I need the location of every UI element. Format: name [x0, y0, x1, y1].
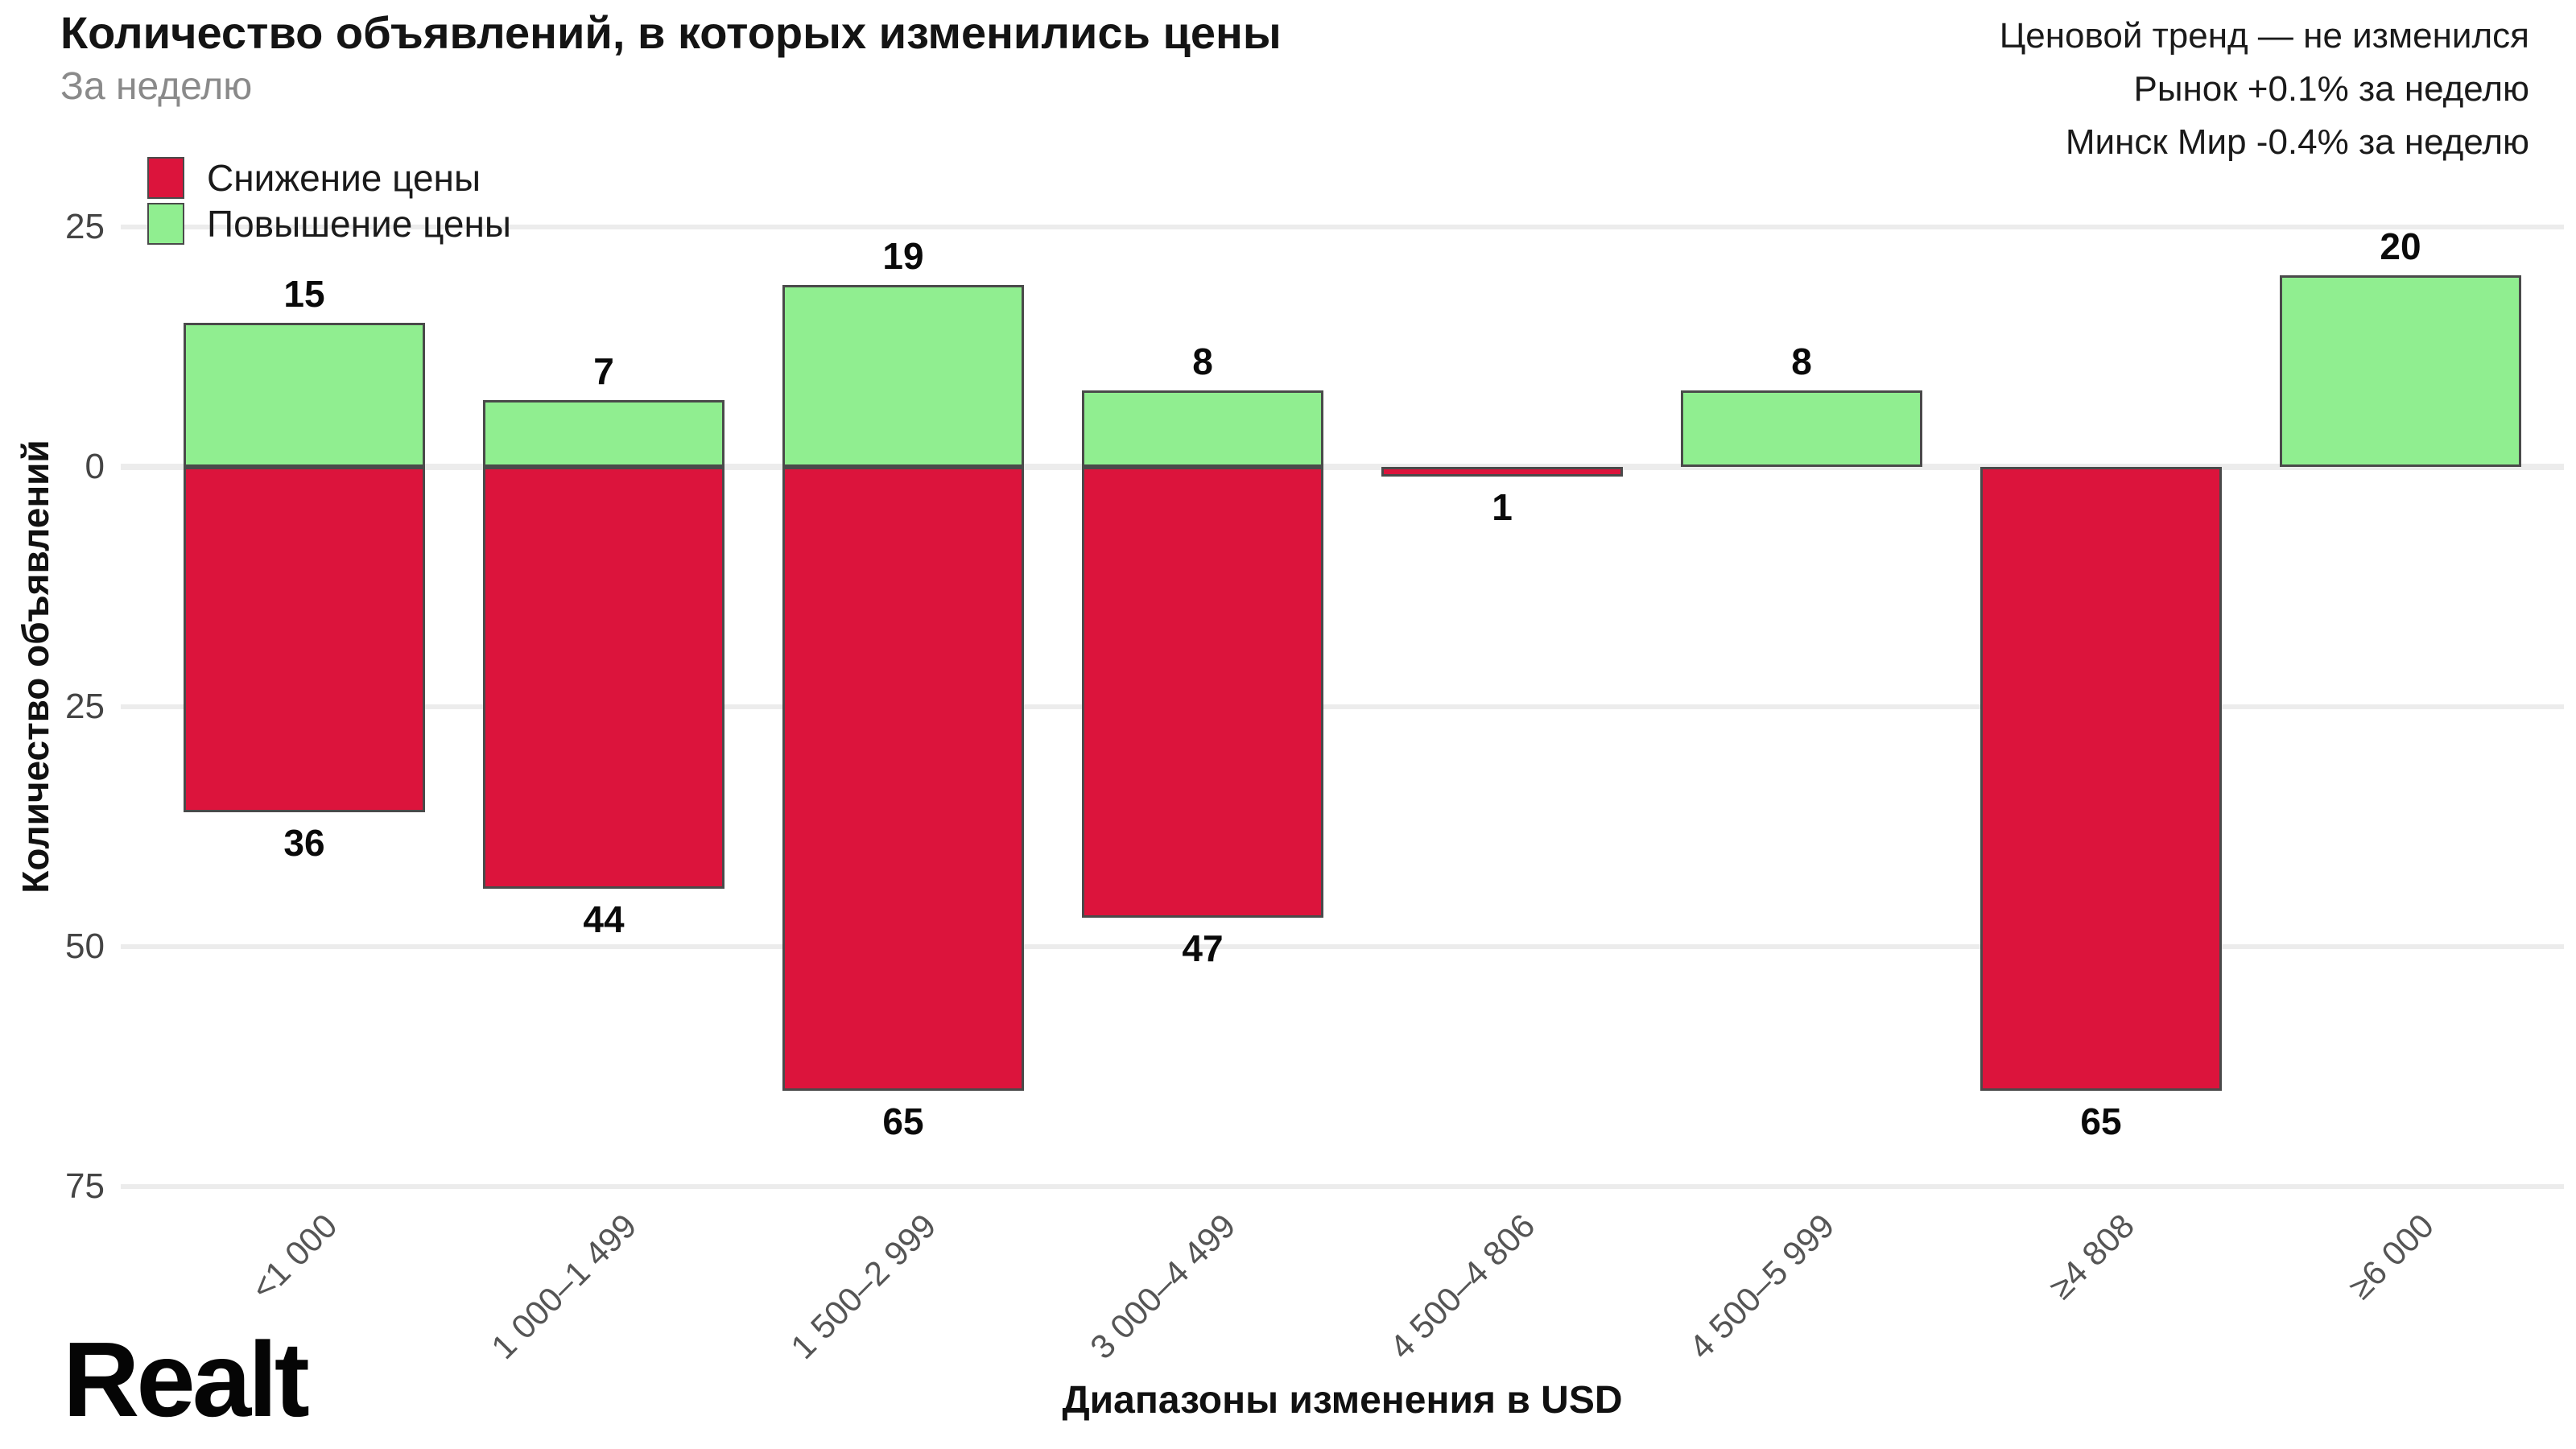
bar-value-label: 65: [882, 1100, 924, 1142]
bar-increase: [184, 323, 425, 467]
bar-increase: [1082, 390, 1323, 467]
x-axis-title: Диапазоны изменения в USD: [1062, 1379, 1623, 1422]
chart-title: Количество объявлений, в которых изменил…: [60, 7, 1282, 58]
bar-decrease: [483, 467, 724, 889]
bar-decrease: [1381, 467, 1623, 477]
y-tick-label: 50: [65, 927, 105, 966]
zero-gridline: [121, 464, 2564, 470]
bar-value-label: 20: [2380, 225, 2421, 267]
x-tick-label: ≥4 808: [2041, 1206, 2141, 1307]
legend-item: Повышение цены: [147, 202, 511, 246]
y-tick-label: 0: [85, 447, 105, 486]
bar-value-label: 8: [1192, 341, 1213, 382]
bar-decrease: [1980, 467, 2222, 1091]
legend-swatch-decrease: [147, 157, 184, 199]
bar-value-label: 44: [583, 898, 625, 940]
trend-note: Ценовой тренд — не изменился Рынок +0.1%…: [2000, 10, 2529, 169]
bar-value-label: 19: [882, 235, 924, 277]
x-tick-label: <1 000: [244, 1206, 345, 1307]
x-tick-label: 4 500–5 999: [1682, 1206, 1842, 1367]
bar-value-label: 47: [1182, 927, 1224, 969]
bar-value-label: 8: [1791, 341, 1812, 382]
legend-item-label: Снижение цены: [207, 157, 481, 199]
trend-note-line-3: Минск Мир -0.4% за неделю: [2065, 122, 2529, 162]
chart-subtitle: За неделю: [60, 65, 253, 108]
x-tick-label: 1 000–1 499: [484, 1206, 644, 1367]
legend-item-label: Повышение цены: [207, 203, 511, 245]
bar-increase: [1681, 390, 1922, 467]
legend: Снижение цены Повышение цены: [147, 156, 511, 246]
y-tick-label: 25: [65, 687, 105, 726]
y-tick-label: 25: [65, 207, 105, 246]
x-tick-label: 1 500–2 999: [783, 1206, 943, 1367]
gridline: [121, 704, 2564, 709]
bar-value-label: 65: [2080, 1100, 2122, 1142]
bar-value-label: 15: [283, 273, 325, 315]
bar-increase: [483, 400, 724, 467]
bar-increase: [2280, 275, 2521, 467]
legend-item: Снижение цены: [147, 156, 511, 200]
gridline: [121, 944, 2564, 949]
bar-value-label: 1: [1492, 486, 1513, 528]
bar-value-label: 36: [283, 822, 325, 864]
bar-increase: [782, 285, 1024, 467]
bar-value-label: 7: [593, 350, 614, 392]
x-tick-label: 4 500–4 806: [1382, 1206, 1542, 1367]
bar-decrease: [782, 467, 1024, 1091]
bar-decrease: [184, 467, 425, 812]
x-tick-label: ≥6 000: [2341, 1206, 2441, 1307]
trend-note-line-1: Ценовой тренд — не изменился: [1999, 16, 2529, 56]
trend-note-line-2: Рынок +0.1% за неделю: [2133, 69, 2529, 109]
y-tick-label: 75: [65, 1166, 105, 1206]
bar-decrease: [1082, 467, 1323, 918]
x-tick-label: 3 000–4 499: [1083, 1206, 1243, 1367]
realt-logo: Realt: [63, 1320, 310, 1439]
legend-swatch-increase: [147, 203, 184, 245]
gridline: [121, 225, 2564, 229]
gridline: [121, 1184, 2564, 1189]
